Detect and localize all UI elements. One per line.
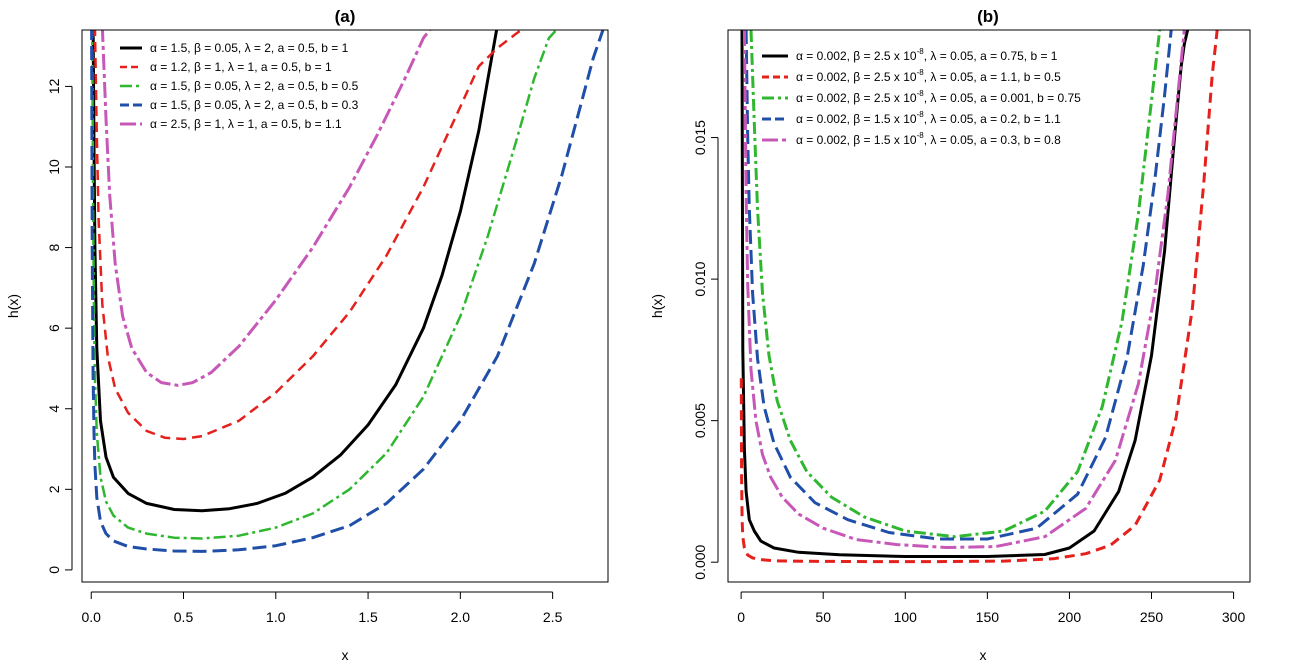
panel-a-x-ticks: 0.0 0.5 1.0 1.5 2.0 2.5 [81,591,563,625]
panel-a-series [90,30,605,553]
panel-a-x-tick-label: 0.0 [81,609,101,625]
panel-b-legend-label-3: α = 0.002, β = 2.5 x 10-8, λ = 0.05, a =… [796,89,1081,105]
panel-b-x-tick-label: 0 [737,609,745,625]
panel-a-series-4-line [90,30,605,553]
panel-b-series-2-line [739,30,1219,564]
panel-b-plot-frame [727,29,1251,583]
panel-a-y-tick-label: 6 [46,324,62,332]
panel-a-y-label: h(x) [5,294,21,318]
panel-a-legend-label-2: α = 1.2, β = 1, λ = 1, a = 0.5, b = 1 [150,60,332,74]
panel-b-legend-label-2: α = 0.002, β = 2.5 x 10-8, λ = 0.05, a =… [796,68,1061,84]
panel-b-series-5-line [742,30,1186,549]
panel-a-legend: α = 1.5, β = 0.05, λ = 2, a = 0.5, b = 1… [120,41,359,131]
panel-b-x-tick-label: 50 [815,609,831,625]
panel-b-y-tick-label: 0.010 [692,261,708,296]
panel-b: (b) 0 50 100 150 200 250 300 0.0000.0050.0100.… [649,7,1251,663]
panel-a-series-2-line [93,30,524,441]
panel-b-legend-label-4: α = 0.002, β = 1.5 x 10-8, λ = 0.05, a =… [796,110,1061,126]
panel-a-y-ticks: 0 2 4 6 8 10 12 [46,78,73,574]
panel-b-x-label: x [980,647,987,663]
panel-b-series-4-line [744,30,1173,541]
panel-a-y-tick-label: 10 [46,159,62,175]
panel-a-plot-frame [81,29,609,583]
panel-b-series [739,30,1219,564]
panel-a-series-1-line [91,30,499,513]
panel-b-series-1-line [740,30,1190,558]
panel-a-legend-label-5: α = 2.5, β = 1, λ = 1, a = 0.5, b = 1.1 [150,117,342,131]
panel-a-x-tick-label: 1.5 [358,609,378,625]
panel-b-x-tick-label: 300 [1222,609,1246,625]
panel-a-title: (a) [335,7,356,26]
panel-a-y-tick-label: 12 [46,78,62,94]
panel-a-legend-label-1: α = 1.5, β = 0.05, λ = 2, a = 0.5, b = 1 [150,41,349,55]
panel-b-y-tick-label: 0.000 [692,544,708,579]
panel-a-series-5-line [100,30,432,387]
panel-b-legend: α = 0.002, β = 2.5 x 10-8, λ = 0.05, a =… [762,47,1081,147]
panel-b-x-tick-label: 100 [894,609,918,625]
panel-b-title: (b) [977,7,999,26]
panel-b-x-tick-label: 200 [1058,609,1082,625]
panel-b-series-3-line [749,30,1162,539]
panel-a-y-tick-label: 4 [46,405,62,413]
panel-a-legend-label-3: α = 1.5, β = 0.05, λ = 2, a = 0.5, b = 0… [150,79,359,93]
panel-a-x-tick-label: 0.5 [174,609,194,625]
panel-b-y-tick-label: 0.015 [692,120,708,155]
panel-a-x-tick-label: 2.5 [543,609,563,625]
panel-b-x-tick-label: 150 [976,609,1000,625]
panel-b-y-label: h(x) [649,294,665,318]
panel-a-x-tick-label: 1.0 [266,609,286,625]
panel-a-x-label: x [342,647,349,663]
panel-a-y-tick-label: 8 [46,243,62,251]
panel-b-legend-label-5: α = 0.002, β = 1.5 x 10-8, λ = 0.05, a =… [796,131,1061,147]
panel-b-y-ticks: 0.000 0.005 0.010 0.015 [692,120,719,580]
panel-a-series-3-line [90,30,559,540]
panel-b-x-ticks: 0 50 100 150 200 250 300 [737,591,1246,625]
panel-a-x-tick-label: 2.0 [451,609,471,625]
panel-b-x-tick-label: 250 [1140,609,1164,625]
panel-b-y-tick-label: 0.005 [692,403,708,438]
panel-a-y-tick-label: 0 [46,566,62,574]
panel-b-legend-label-1: α = 0.002, β = 2.5 x 10-8, λ = 0.05, a =… [796,47,1058,63]
panel-a-legend-label-4: α = 1.5, β = 0.05, λ = 2, a = 0.5, b = 0… [150,98,359,112]
panel-a-y-tick-label: 2 [46,485,62,493]
